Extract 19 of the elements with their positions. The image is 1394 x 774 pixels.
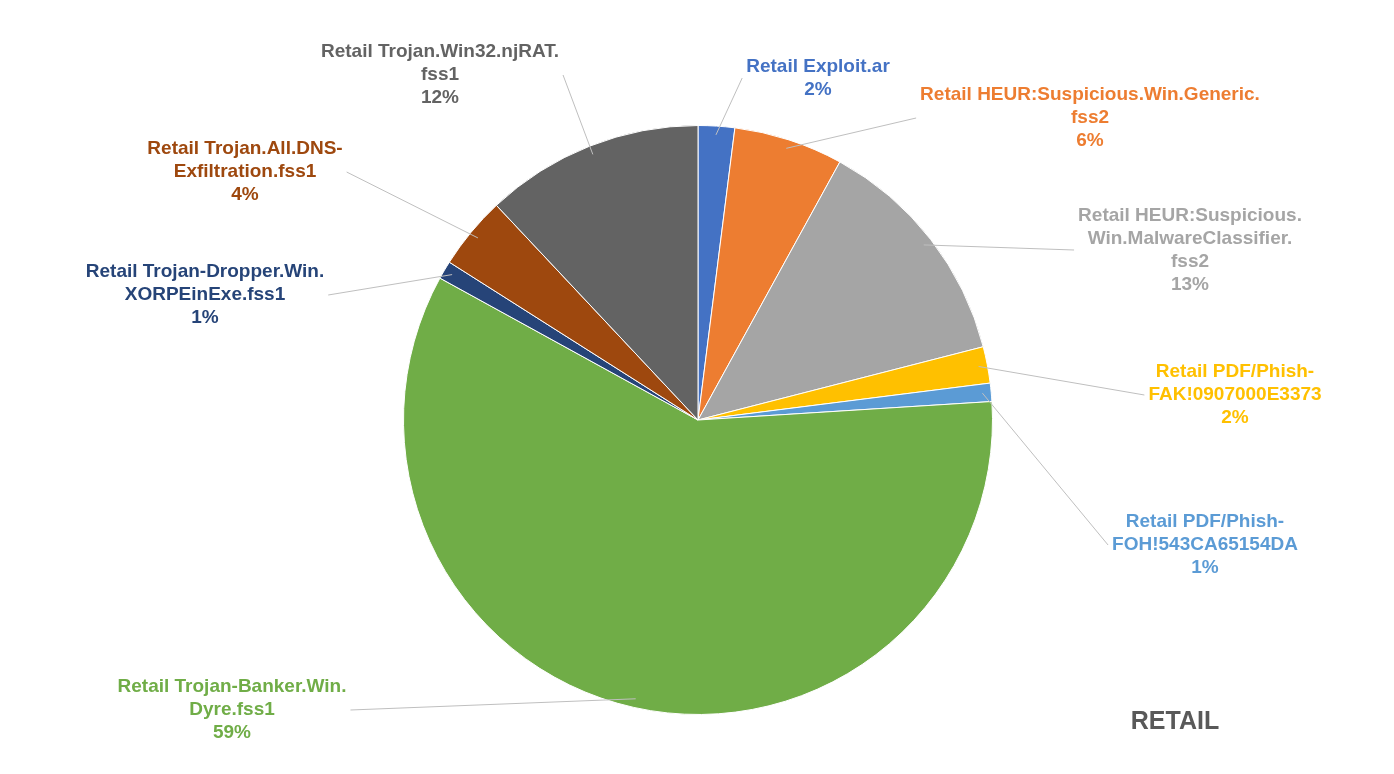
data-label: 6% [1076, 129, 1104, 151]
slice-label: Retail Trojan-Banker.Win.Dyre.fss1 [117, 675, 347, 720]
slice-label: Retail Trojan.All.DNS-Exfiltration.fss1 [147, 137, 343, 182]
text: RETAIL [1130, 705, 1220, 734]
data-label: 13% [1170, 272, 1210, 294]
slice-label: Retail Exploit.ar [746, 54, 891, 76]
slice-label: Retail PDF/Phish-FAK!0907000E3373 [1148, 360, 1322, 405]
slice-label: Retail PDF/Phish-FOH!543CA65154DA [1112, 510, 1299, 555]
data-label: 12% [420, 86, 460, 108]
data-label: 2% [804, 77, 832, 99]
slice-label: Retail HEUR:Suspicious.Win.Generic.fss2 [920, 83, 1260, 128]
slice-label: Retail Trojan.Win32.njRAT.fss1 [320, 40, 560, 85]
data-label: 1% [1191, 556, 1219, 578]
slice-label: Retail Trojan-Dropper.Win.XORPEinExe.fss1 [85, 260, 325, 305]
data-label: 1% [191, 306, 219, 328]
data-label: 2% [1221, 406, 1249, 428]
slice-label: Retail HEUR:Suspicious.Win.MalwareClassifier.fss2 [1078, 203, 1302, 271]
data-label: 4% [231, 183, 259, 205]
data-label: 59% [212, 721, 252, 743]
